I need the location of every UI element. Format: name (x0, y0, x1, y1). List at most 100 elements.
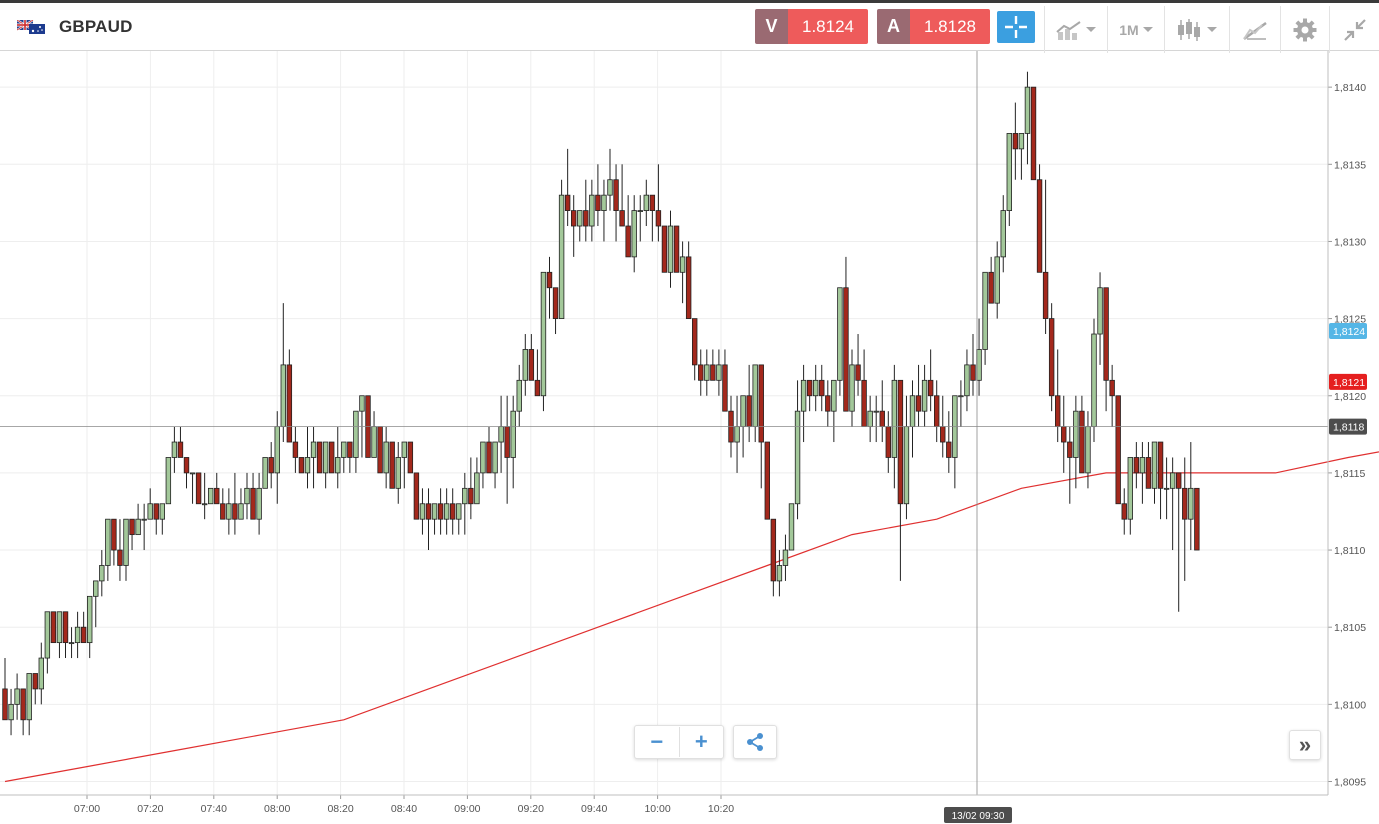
x-tick-label: 07:00 (74, 803, 100, 815)
candle-body (437, 503, 444, 520)
candle-body (262, 457, 268, 489)
candle-body (1079, 410, 1085, 474)
timeframe-button[interactable]: 1M (1107, 6, 1164, 53)
candle-body (492, 441, 498, 474)
candle (1127, 457, 1133, 535)
candle (1188, 442, 1194, 551)
candle (26, 673, 32, 736)
zoom-in-button[interactable]: + (694, 729, 708, 754)
candle (105, 518, 111, 581)
candle-body (129, 518, 135, 536)
candle-body (800, 379, 807, 412)
candle-body (770, 518, 777, 582)
candle-body (982, 271, 988, 350)
bid-price-label: 1,8124 (1333, 326, 1365, 338)
candle (347, 441, 353, 473)
candle (988, 256, 994, 304)
price-chart[interactable]: 13/02 09:30 1,8095 1,8100 1,8105 1,8110 1,81… (0, 51, 1379, 824)
candle-body (879, 410, 885, 428)
candles-layer (2, 71, 1200, 736)
buy-label: A (877, 9, 910, 44)
candle (873, 395, 879, 443)
zoom-out-button[interactable]: − (635, 727, 680, 757)
candle-body (250, 487, 256, 520)
collapse-button[interactable] (1329, 6, 1379, 53)
chart-type-button[interactable] (1044, 6, 1107, 53)
candle-body (401, 441, 407, 458)
candle (56, 611, 63, 659)
share-button[interactable] (733, 725, 777, 759)
candle-body (141, 518, 147, 521)
candle (413, 472, 420, 520)
draw-tool-button[interactable] (1229, 6, 1280, 53)
crosshair-button[interactable] (997, 11, 1035, 43)
candle-body (274, 426, 280, 474)
candle-body (443, 503, 450, 520)
candle-body (558, 194, 565, 320)
x-tick-label: 08:00 (264, 803, 290, 815)
zoom-controls: − + (634, 725, 724, 759)
candle (38, 642, 44, 705)
candle (383, 426, 389, 489)
sell-button[interactable]: V 1.8124 (755, 9, 868, 44)
candle-body (220, 503, 226, 520)
buy-button[interactable]: A 1.8128 (877, 9, 990, 44)
candle-body (577, 210, 583, 227)
candle (583, 179, 589, 242)
candle (449, 488, 456, 535)
candle-style-button[interactable] (1164, 6, 1229, 53)
candle-body (462, 487, 468, 505)
candle (667, 210, 674, 288)
candle (692, 318, 698, 381)
candle (1133, 442, 1140, 489)
candle-body (480, 441, 486, 474)
candle-body (87, 595, 93, 644)
settings-button[interactable] (1280, 6, 1329, 53)
candle (492, 441, 498, 489)
candle (982, 271, 988, 365)
candle-body (1048, 318, 1055, 397)
candle (843, 256, 849, 412)
candle (1000, 195, 1006, 273)
candle (970, 334, 976, 396)
y-tick-label: 1,8120 (1334, 391, 1366, 403)
candle (310, 426, 317, 489)
candle-body (1036, 179, 1043, 273)
candle (171, 426, 178, 473)
candle-body (1133, 457, 1140, 474)
crosshair-time-label: 13/02 09:30 (952, 811, 1005, 822)
candle (825, 380, 831, 427)
candle-body (546, 271, 553, 289)
candle (1055, 349, 1061, 443)
candle (558, 179, 565, 320)
candle-body (740, 395, 746, 428)
scroll-to-latest-button[interactable]: » (1289, 730, 1321, 760)
candle (1018, 133, 1025, 180)
candle-body (1127, 457, 1133, 520)
candle (2, 658, 8, 721)
candle (909, 380, 916, 458)
candle-body (1061, 426, 1067, 443)
candle (431, 503, 438, 535)
collapse-icon (1344, 18, 1366, 41)
candle (794, 380, 801, 520)
candle-body (1073, 410, 1079, 458)
candle-body (280, 364, 286, 428)
candle-body (1157, 441, 1164, 489)
candle-body (976, 349, 982, 381)
candle-body (782, 549, 789, 566)
candle-body (1194, 487, 1200, 551)
candle (425, 488, 432, 551)
candle (1012, 102, 1019, 180)
candle-body (734, 426, 740, 443)
candle-body (746, 395, 752, 428)
y-tick-label: 1,8095 (1334, 777, 1366, 789)
candle (401, 441, 407, 489)
candle-body (298, 457, 305, 474)
candle-body (1115, 395, 1121, 505)
candle-body (540, 271, 547, 397)
candle-body (50, 611, 57, 644)
candle (165, 457, 172, 505)
candle (613, 164, 619, 242)
candle (486, 426, 492, 474)
